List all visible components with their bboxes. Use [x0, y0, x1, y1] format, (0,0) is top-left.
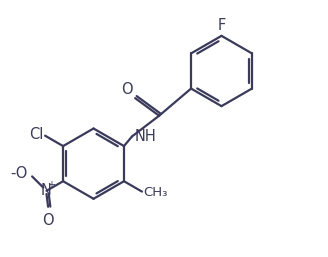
Text: +: +	[47, 180, 55, 190]
Text: -O: -O	[10, 166, 27, 181]
Text: O: O	[121, 81, 133, 97]
Text: Cl: Cl	[29, 127, 44, 142]
Text: F: F	[217, 18, 226, 33]
Text: N: N	[41, 183, 52, 198]
Text: NH: NH	[134, 129, 156, 144]
Text: CH₃: CH₃	[144, 186, 168, 199]
Text: O: O	[42, 213, 54, 228]
